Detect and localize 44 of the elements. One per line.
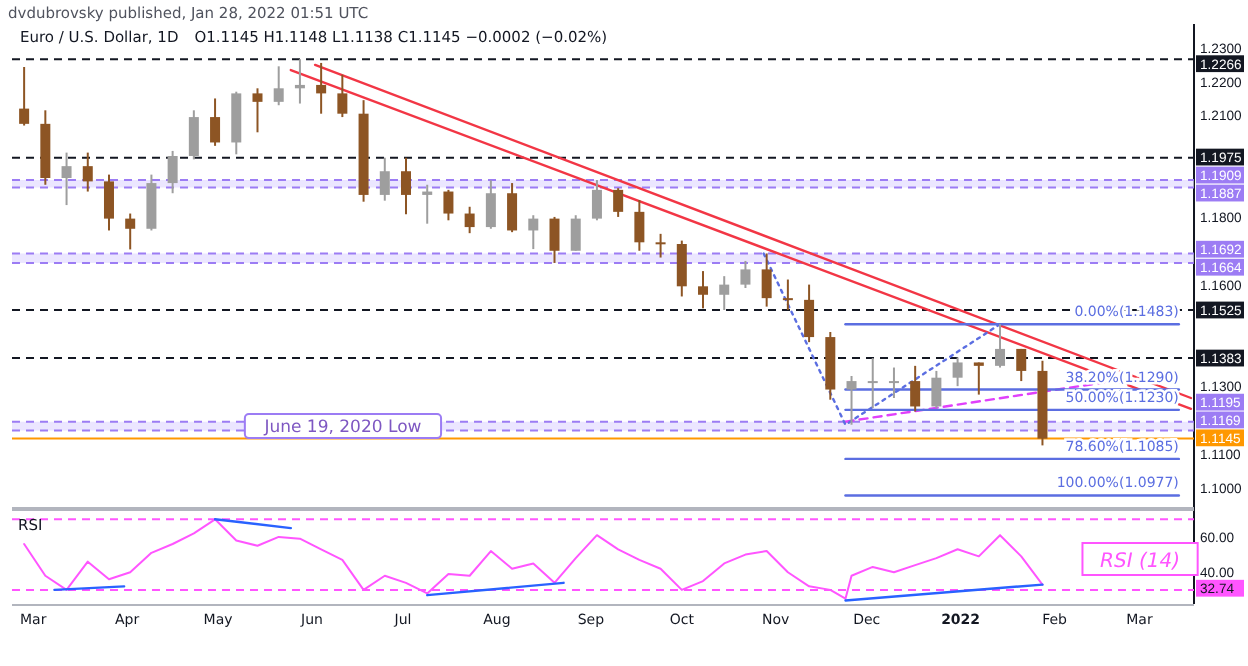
candlestick bbox=[401, 156, 411, 216]
candlestick bbox=[210, 97, 221, 147]
candlestick bbox=[125, 212, 136, 251]
candlestick bbox=[888, 366, 899, 399]
candlestick bbox=[167, 149, 178, 195]
candlestick bbox=[719, 275, 730, 311]
candlestick bbox=[82, 151, 93, 193]
candlestick bbox=[337, 73, 348, 119]
candlestick bbox=[273, 65, 284, 107]
candlestick bbox=[867, 357, 878, 410]
candlestick bbox=[549, 215, 560, 264]
candlestick bbox=[740, 259, 751, 289]
candlestick bbox=[570, 214, 581, 252]
band-label: June 19, 2020 Low bbox=[262, 418, 422, 439]
candlestick bbox=[931, 369, 942, 410]
candlestick bbox=[103, 173, 114, 232]
candlestick bbox=[698, 270, 709, 310]
candlestick bbox=[655, 232, 666, 259]
candlestick bbox=[973, 361, 984, 396]
candlestick bbox=[528, 214, 539, 251]
candlestick bbox=[910, 364, 921, 413]
candlestick bbox=[188, 109, 199, 161]
candlestick bbox=[507, 182, 518, 234]
candlestick bbox=[846, 375, 857, 426]
candlestick bbox=[782, 278, 793, 311]
candlestick bbox=[464, 205, 475, 235]
candlestick bbox=[316, 61, 327, 115]
candlestick bbox=[485, 179, 496, 230]
candlestick bbox=[443, 188, 454, 222]
candlestick bbox=[995, 323, 1006, 369]
text: RSI (14) bbox=[1100, 551, 1181, 573]
candlestick bbox=[804, 283, 815, 344]
candlestick bbox=[761, 252, 772, 308]
candlestick bbox=[19, 65, 30, 127]
candlestick bbox=[952, 356, 963, 388]
candlestick bbox=[591, 179, 602, 222]
candlestick bbox=[676, 239, 687, 298]
candlestick bbox=[379, 156, 390, 202]
candlestick bbox=[146, 173, 157, 232]
candlestick bbox=[61, 151, 72, 207]
candlestick bbox=[634, 199, 645, 252]
candlestick bbox=[613, 187, 624, 218]
candlestick bbox=[252, 87, 263, 134]
candlestick bbox=[1016, 347, 1027, 383]
